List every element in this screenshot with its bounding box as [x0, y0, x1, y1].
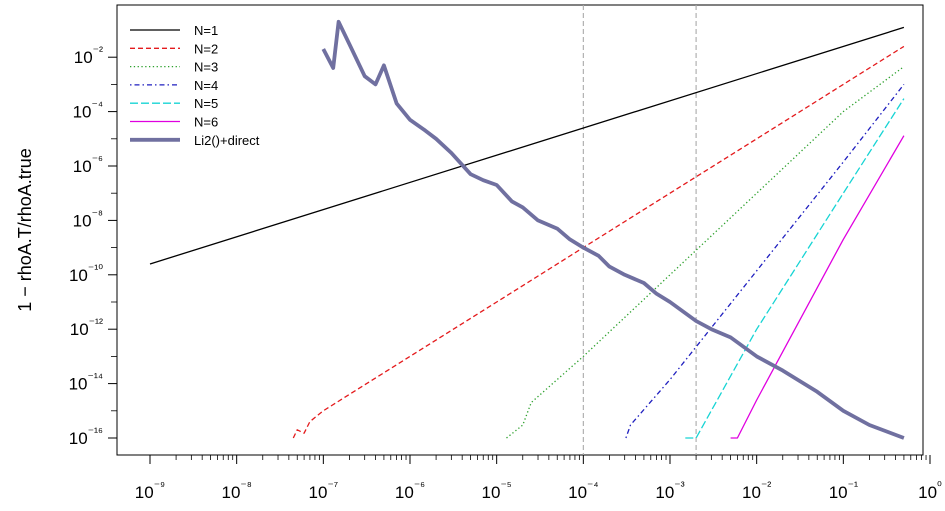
- legend-label-1: N=1: [194, 23, 218, 38]
- legend-label-5: N=5: [194, 96, 218, 111]
- y-tick-label-0: 10⁻¹⁶: [69, 425, 103, 448]
- x-tick-label-4: 10⁻⁵: [482, 479, 512, 502]
- x-tick-label-3: 10⁻⁶: [395, 479, 425, 502]
- y-tick-label-5: 10⁻⁶: [73, 153, 103, 176]
- y-tick-label-3: 10⁻¹⁰: [69, 262, 103, 285]
- y-tick-label-1: 10⁻¹⁴: [69, 371, 103, 394]
- legend-label-2: N=2: [194, 41, 218, 56]
- legend: N=1 N=2 N=3 N=4 N=5 N=6 Li2()+direct: [130, 23, 260, 148]
- x-tick-label-2: 10⁻⁷: [309, 479, 339, 502]
- y-axis-label: 1 − rhoA.T/rhoA.true: [15, 148, 35, 312]
- legend-label-7: Li2()+direct: [194, 133, 260, 148]
- x-tick-label-8: 10⁻¹: [829, 479, 858, 502]
- series-line-4: [625, 83, 905, 439]
- legend-label-6: N=6: [194, 115, 218, 130]
- x-axis: 10⁻⁹ 10⁻⁸ 10⁻⁷ 10⁻⁶ 10⁻⁵ 10⁻⁴ 10⁻³ 10⁻² 10⁻¹ 10⁰: [135, 455, 942, 502]
- series-line-1: [149, 26, 905, 265]
- y-axis: 10⁻¹⁶ 10⁻¹⁴ 10⁻¹² 10⁻¹⁰ 10⁻⁸ 10⁻⁶ 10⁻⁴ 10⁻²: [69, 44, 117, 448]
- series-line-5: [685, 98, 905, 439]
- x-tick-label-6: 10⁻³: [655, 479, 684, 502]
- legend-label-4: N=4: [194, 78, 218, 93]
- series-layer: [149, 19, 905, 440]
- series-line-6: [730, 135, 905, 439]
- series-line-2: [292, 45, 905, 439]
- series-line-7: [321, 19, 905, 440]
- x-tick-label-7: 10⁻²: [742, 479, 771, 502]
- x-tick-label-9: 10⁰: [918, 479, 942, 502]
- y-tick-label-7: 10⁻²: [74, 44, 103, 67]
- plot-frame: [116, 4, 924, 456]
- y-tick-label-4: 10⁻⁸: [73, 207, 103, 230]
- reference-lines: [582, 5, 697, 455]
- x-tick-label-1: 10⁻⁸: [222, 479, 252, 502]
- x-tick-label-0: 10⁻⁹: [135, 479, 165, 502]
- y-tick-label-6: 10⁻⁴: [73, 99, 103, 122]
- y-tick-label-2: 10⁻¹²: [70, 316, 103, 339]
- x-tick-label-5: 10⁻⁴: [568, 479, 598, 502]
- legend-label-3: N=3: [194, 60, 218, 75]
